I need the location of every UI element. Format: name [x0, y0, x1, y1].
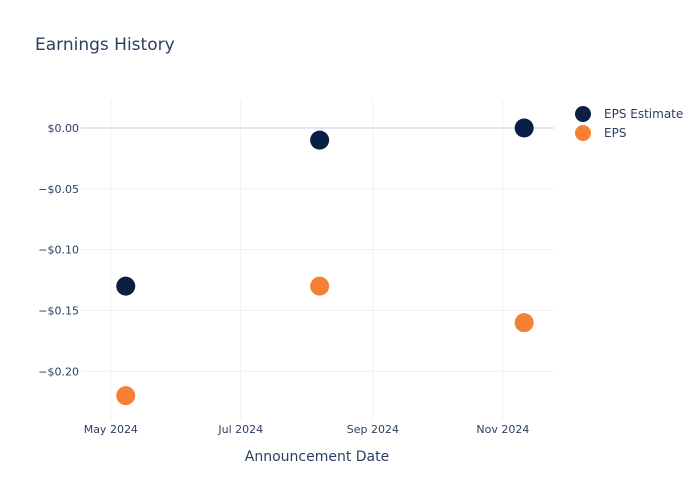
x-tick-label: Sep 2024 — [347, 423, 399, 436]
data-point[interactable] — [514, 313, 534, 333]
legend-item[interactable]: EPS — [575, 125, 626, 141]
legend-marker — [575, 125, 591, 141]
data-point[interactable] — [310, 130, 330, 150]
y-tick-label: −$0.10 — [38, 244, 79, 257]
y-tick-label: −$0.05 — [38, 183, 79, 196]
series-eps — [116, 276, 534, 406]
x-tick-label: Jul 2024 — [217, 423, 263, 436]
y-tick-label: $0.00 — [48, 122, 80, 135]
legend[interactable]: EPS Estimate EPS — [575, 106, 683, 141]
series-eps-estimate — [116, 118, 534, 296]
data-points — [116, 118, 534, 406]
x-tick-label: Nov 2024 — [476, 423, 529, 436]
grid-lines — [81, 100, 554, 420]
y-tick-label: −$0.15 — [38, 304, 79, 317]
x-tick-label: May 2024 — [84, 423, 138, 436]
data-point[interactable] — [116, 386, 136, 406]
x-axis-title: Announcement Date — [245, 449, 389, 465]
legend-label: EPS — [604, 126, 626, 140]
legend-item[interactable]: EPS Estimate — [575, 106, 683, 122]
data-point[interactable] — [310, 276, 330, 296]
x-axis-ticks: May 2024 Jul 2024 Sep 2024 Nov 2024 — [84, 423, 530, 436]
chart-title: Earnings History — [35, 35, 175, 55]
legend-marker — [575, 106, 591, 122]
legend-label: EPS Estimate — [604, 107, 683, 121]
data-point[interactable] — [514, 118, 534, 138]
y-axis-ticks: $0.00 −$0.05 −$0.10 −$0.15 −$0.20 — [38, 122, 79, 378]
y-tick-label: −$0.20 — [38, 365, 79, 378]
data-point[interactable] — [116, 276, 136, 296]
